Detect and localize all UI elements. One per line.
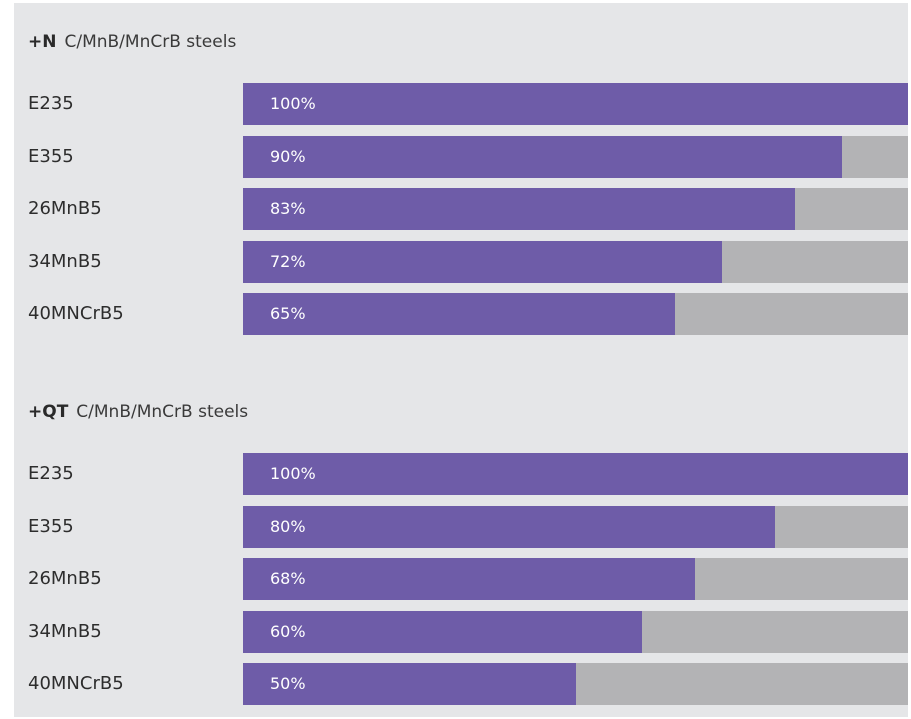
bar-value-label: 100% (270, 94, 316, 113)
category-label: 34MnB5 (28, 251, 102, 272)
bar-track: 83% (243, 188, 908, 230)
category-label: E235 (28, 93, 74, 114)
bar-value-label: 72% (270, 252, 306, 271)
bar: 80% (243, 506, 775, 548)
bar: 72% (243, 241, 722, 283)
bar: 65% (243, 293, 675, 335)
bar-value-label: 68% (270, 569, 306, 588)
bar-value-label: 80% (270, 517, 306, 536)
category-label: E355 (28, 516, 74, 537)
bar-track: 60% (243, 611, 908, 653)
category-label: 40MNCrB5 (28, 303, 124, 324)
bar-track: 90% (243, 136, 908, 178)
category-label: 26MnB5 (28, 568, 102, 589)
chart-panel: +N C/MnB/MnCrB steels E235 100% E355 90% 26MnB… (14, 3, 908, 717)
category-label: 26MnB5 (28, 198, 102, 219)
bar: 68% (243, 558, 695, 600)
bar: 50% (243, 663, 576, 705)
bar-track: 100% (243, 83, 908, 125)
category-label: E235 (28, 463, 74, 484)
bar-track: 65% (243, 293, 908, 335)
category-label: E355 (28, 146, 74, 167)
bar: 60% (243, 611, 642, 653)
bar-track: 100% (243, 453, 908, 495)
chart-title: +N C/MnB/MnCrB steels (28, 32, 236, 52)
bar-value-label: 60% (270, 622, 306, 641)
chart-title-prefix: +N (28, 32, 57, 52)
chart-title-prefix: +QT (28, 402, 69, 422)
bar-value-label: 100% (270, 464, 316, 483)
category-label: 40MNCrB5 (28, 673, 124, 694)
chart-title: +QT C/MnB/MnCrB steels (28, 402, 248, 422)
bar-track: 50% (243, 663, 908, 705)
bar-track: 80% (243, 506, 908, 548)
bar-track: 72% (243, 241, 908, 283)
bar-value-label: 90% (270, 147, 306, 166)
bar: 90% (243, 136, 842, 178)
bar-value-label: 83% (270, 199, 306, 218)
bar-value-label: 50% (270, 674, 306, 693)
bar: 100% (243, 83, 908, 125)
category-label: 34MnB5 (28, 621, 102, 642)
bar: 83% (243, 188, 795, 230)
chart-title-text: C/MnB/MnCrB steels (64, 32, 237, 52)
bar-value-label: 65% (270, 304, 306, 323)
chart-title-text: C/MnB/MnCrB steels (76, 402, 249, 422)
bar: 100% (243, 453, 908, 495)
bar-track: 68% (243, 558, 908, 600)
